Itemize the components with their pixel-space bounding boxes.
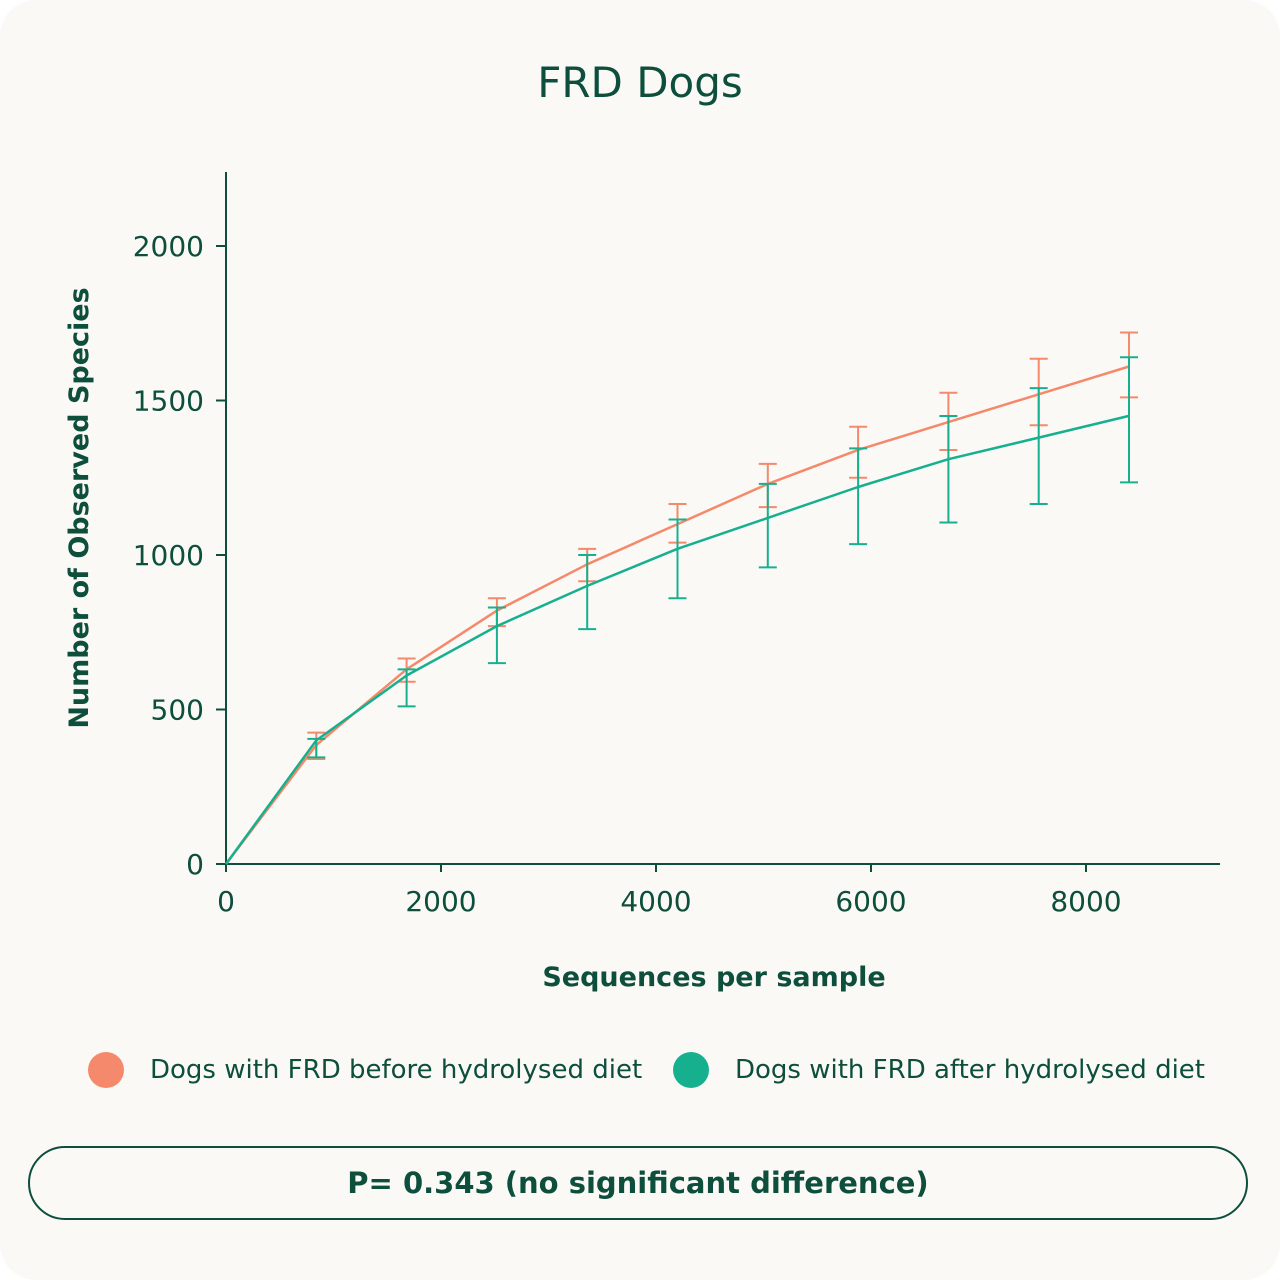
legend-label-after: Dogs with FRD after hydrolysed diet xyxy=(735,1055,1205,1085)
y-axis-label: Number of Observed Species xyxy=(64,287,95,728)
x-axis-label: Sequences per sample xyxy=(542,962,885,993)
legend-dot-before xyxy=(88,1052,124,1088)
series-line xyxy=(225,365,1130,865)
y-tick-label: 1000 xyxy=(133,539,204,572)
legend-dot-after xyxy=(673,1052,709,1088)
p-value-text: P= 0.343 (no significant difference) xyxy=(347,1166,929,1200)
y-tick-label: 0 xyxy=(186,848,204,881)
legend-label-before: Dogs with FRD before hydrolysed diet xyxy=(150,1055,643,1085)
series-layer xyxy=(224,331,1138,865)
y-tick-label: 2000 xyxy=(133,230,204,263)
y-tick-label: 500 xyxy=(151,694,204,727)
y-tick-label: 1500 xyxy=(133,385,204,418)
legend-item-after: Dogs with FRD after hydrolysed diet xyxy=(673,1048,1205,1092)
x-tick-label: 2000 xyxy=(405,885,476,918)
series-after xyxy=(224,356,1138,865)
x-tick-label: 4000 xyxy=(620,885,691,918)
x-tick-label: 6000 xyxy=(835,885,906,918)
legend-item-before: Dogs with FRD before hydrolysed diet xyxy=(88,1048,642,1092)
x-tick-label: 8000 xyxy=(1050,885,1121,918)
chart-title: FRD Dogs xyxy=(537,58,743,107)
p-value-box: P= 0.343 (no significant difference) xyxy=(28,1146,1248,1220)
series-line xyxy=(224,414,1130,865)
axes: 0 2000 4000 6000 8000 0 500 1000 1500 2000 xyxy=(133,172,1220,918)
x-tick-label: 0 xyxy=(217,885,235,918)
